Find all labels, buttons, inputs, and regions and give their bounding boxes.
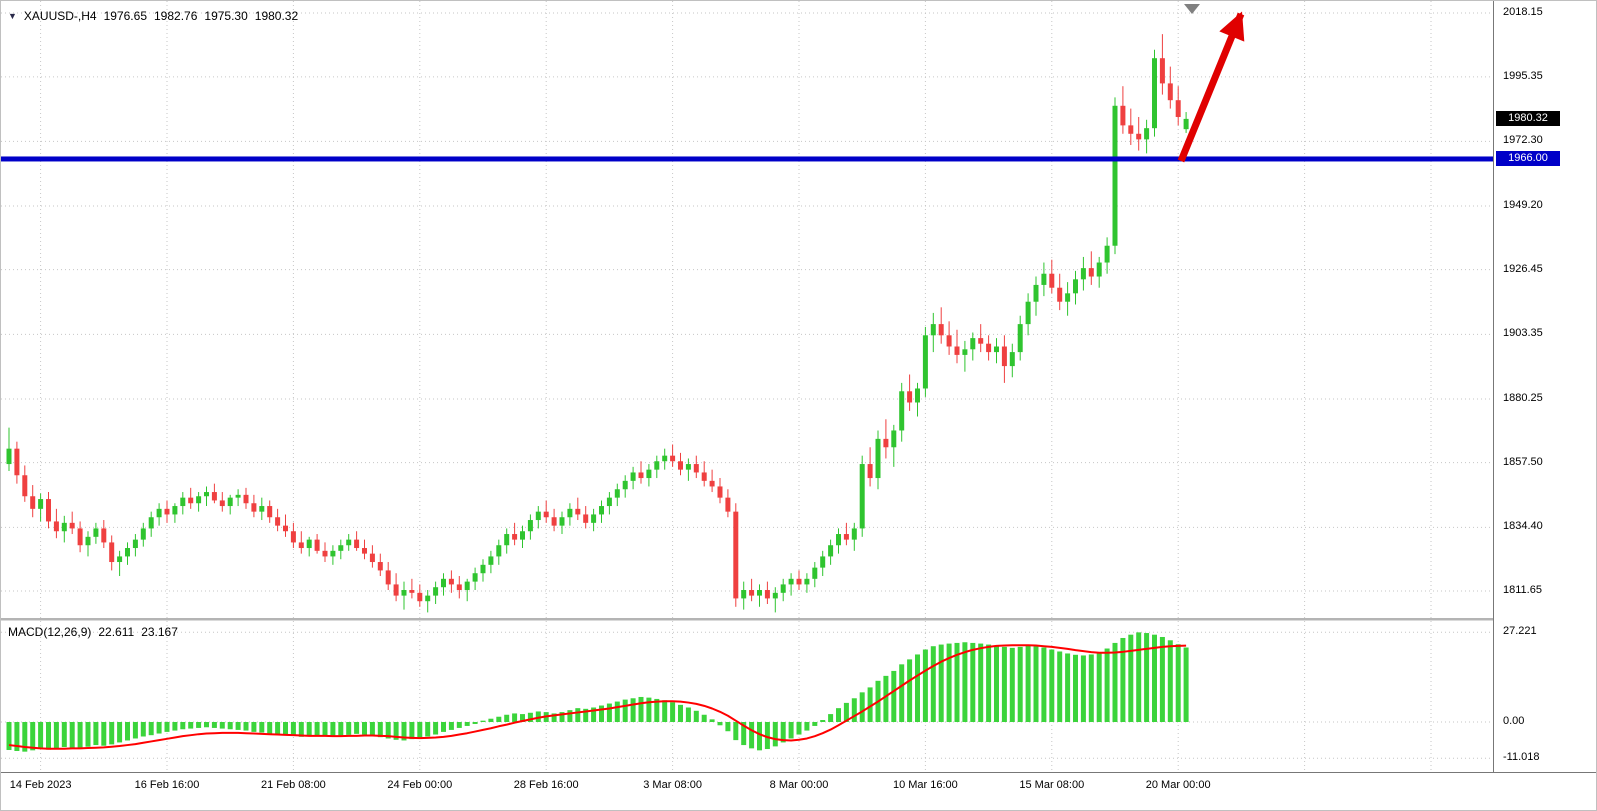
trend-arrow-object[interactable] <box>1177 11 1245 163</box>
price-axis-label: 1926.45 <box>1503 262 1543 275</box>
macd-indicator-label: MACD(12,26,9) 22.611 23.167 <box>8 625 178 639</box>
macd-signal-line <box>8 644 1187 750</box>
macd-axis-label: 0.00 <box>1503 715 1525 727</box>
time-axis-label: 21 Feb 08:00 <box>260 779 326 791</box>
current-price-badge: 1980.32 <box>1496 110 1560 126</box>
time-axis-label: 14 Feb 2023 <box>9 779 72 791</box>
time-axis-label: 20 Mar 00:00 <box>1145 779 1211 791</box>
macd-signal-value: 23.167 <box>141 625 178 639</box>
symbol-collapse-icon[interactable]: ▼ <box>8 11 17 21</box>
time-axis-label: 3 Mar 08:00 <box>643 779 702 791</box>
price-axis-label: 1972.30 <box>1503 134 1543 147</box>
price-axis-label: 1857.50 <box>1503 455 1543 468</box>
time-axis[interactable]: 14 Feb 2023 16 Feb 16:00 21 Feb 08:00 24 Fe… <box>1 773 1596 810</box>
horizontal-line-object[interactable] <box>1 156 1493 162</box>
macd-indicator-name: MACD(12,26,9) <box>8 625 92 639</box>
ohlc-close-value: 1980.32 <box>254 9 299 23</box>
ohlc-high-value: 1982.76 <box>154 9 198 23</box>
price-axis-label: 1903.35 <box>1503 327 1543 340</box>
macd-axis-label: 27.221 <box>1503 625 1537 638</box>
time-axis-label: 15 Mar 08:00 <box>1019 779 1085 791</box>
time-axis-label: 10 Mar 16:00 <box>892 779 958 791</box>
price-axis-label: 1995.35 <box>1503 69 1543 82</box>
price-axis-label: 1811.65 <box>1503 583 1542 596</box>
ohlc-open-value: 1976.65 <box>103 9 147 23</box>
pane-divider[interactable] <box>1 618 1597 621</box>
price-axis-label: 1834.40 <box>1503 520 1543 533</box>
macd-axis-label: -11.018 <box>1503 751 1540 764</box>
time-axis-label: 8 Mar 00:00 <box>769 779 829 791</box>
time-axis-label: 24 Feb 00:00 <box>387 779 453 791</box>
macd-main-value: 22.611 <box>98 625 135 639</box>
candlestick-series <box>6 34 1189 613</box>
ohlc-low-value: 1975.30 <box>204 9 248 23</box>
time-axis-label: 16 Feb 16:00 <box>134 779 200 791</box>
level-price-badge: 1966.00 <box>1496 150 1560 166</box>
price-axis-label: 1949.20 <box>1503 198 1543 211</box>
time-axis-label: 28 Feb 16:00 <box>513 779 579 791</box>
chart-header: ▼ XAUUSD-,H4 1976.65 1982.76 1975.30 198… <box>8 9 298 23</box>
macd-histogram-series <box>6 632 1189 752</box>
price-axis-label: 1880.25 <box>1503 391 1543 404</box>
price-axis-label: 2018.15 <box>1503 6 1543 18</box>
symbol-timeframe-label: XAUUSD-,H4 <box>23 9 97 23</box>
grid-lines <box>1 1 1493 772</box>
object-anchor-icon <box>1184 4 1200 14</box>
price-axis[interactable]: 2018.15 1995.35 1972.30 1949.20 1926.45 1903.… <box>1494 1 1596 772</box>
